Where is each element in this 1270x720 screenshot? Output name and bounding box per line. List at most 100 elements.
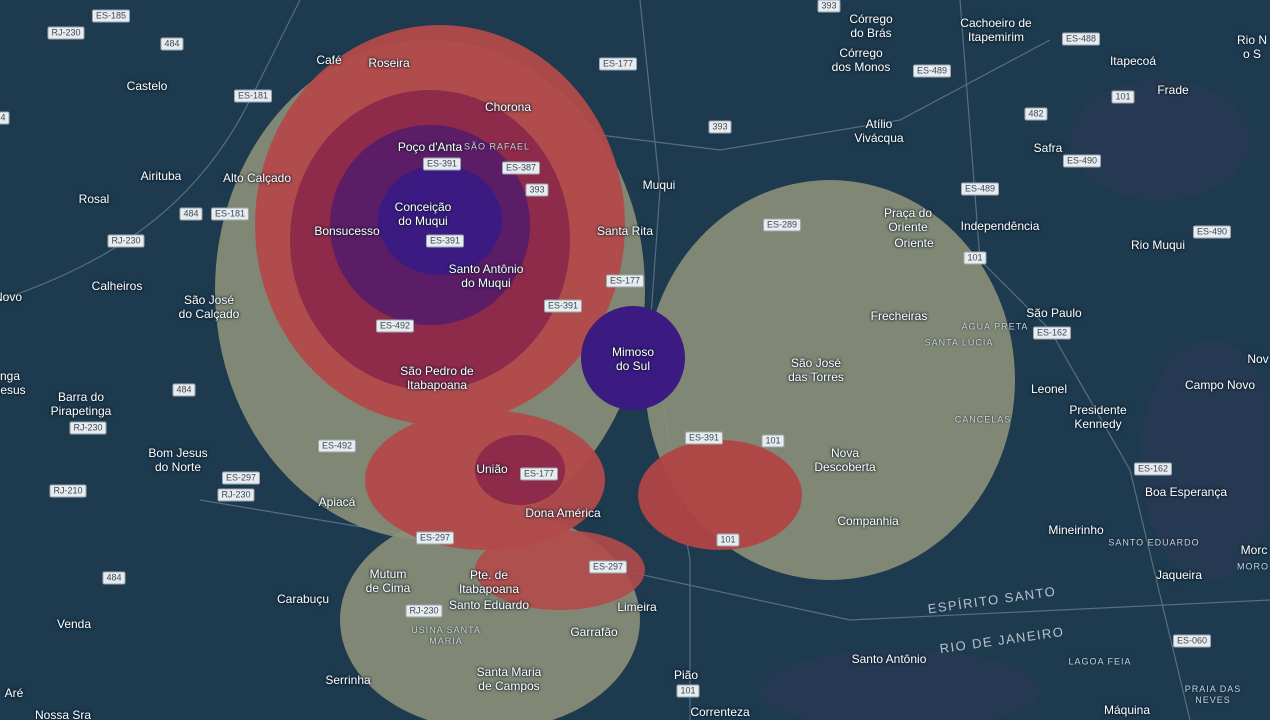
place-label: Presidente Kennedy: [1069, 403, 1127, 431]
road-shield: 482: [1024, 107, 1048, 121]
terrain: [760, 80, 1270, 720]
place-label: Frade: [1157, 83, 1189, 97]
place-label: Rio Muqui: [1130, 238, 1186, 252]
place-label: Santo Antônio do Muqui: [448, 262, 524, 290]
place-label: Novo: [0, 290, 23, 304]
road-shield: 101: [676, 684, 700, 698]
road-shield: ES-489: [912, 64, 952, 78]
road-shield: ES-060: [1172, 634, 1212, 648]
place-label: Jaqueira: [1155, 568, 1203, 582]
place-label: Nova Descoberta: [814, 446, 876, 474]
road-shield: ES-490: [1192, 225, 1232, 239]
road-shield: RJ-230: [405, 604, 443, 618]
place-label: Nov: [1247, 352, 1269, 366]
road-shield: 101: [716, 533, 740, 547]
place-label: Serrinha: [325, 673, 371, 687]
road-shield: 484: [172, 383, 196, 397]
place-label: Córrego dos Monos: [831, 46, 891, 74]
road-shield: ES-297: [221, 471, 261, 485]
road-shield: ES-297: [588, 560, 628, 574]
place-label: São José do Calçado: [178, 293, 240, 321]
road-shield: ES-181: [233, 89, 273, 103]
road-shield: 484: [179, 207, 203, 221]
place-label: Bonsucesso: [314, 224, 380, 238]
road-shield: ES-391: [425, 234, 465, 248]
region-label: SANTO EDUARDO: [1108, 537, 1200, 548]
road-shield: 101: [1111, 90, 1135, 104]
road-shield: ES-391: [543, 299, 583, 313]
road-shield: ES-391: [684, 431, 724, 445]
road-shield: RJ-230: [47, 26, 85, 40]
road-shield: ES-488: [1061, 32, 1101, 46]
road-shield: ES-162: [1133, 462, 1173, 476]
road-shield: RJ-210: [49, 484, 87, 498]
place-label: Aré: [4, 686, 24, 700]
place-label: União: [476, 462, 508, 476]
place-label: Frecheiras: [870, 309, 928, 323]
region-label: SÃO RAFAEL: [463, 141, 531, 152]
place-label: Apiacá: [318, 495, 356, 509]
place-label: Mutum de Cima: [365, 567, 411, 595]
road-shield: RJ-230: [107, 234, 145, 248]
place-label: Morc: [1240, 543, 1268, 557]
place-label: Limeira: [617, 600, 657, 614]
place-label: Bom Jesus do Norte: [148, 446, 208, 474]
road-shield: ES-289: [762, 218, 802, 232]
road-shield: RJ-230: [69, 421, 107, 435]
road-shield: 393: [708, 120, 732, 134]
place-label: Companhia: [837, 514, 899, 528]
region-label: ÁGUA PRETA: [961, 321, 1029, 332]
place-label: Roseira: [368, 56, 410, 70]
place-label: Conceição do Muqui: [394, 200, 452, 228]
place-label: Airituba: [140, 169, 182, 183]
place-label: Nossa Sra: [34, 708, 92, 720]
road-shield: 393: [525, 183, 549, 197]
place-label: São Paulo: [1026, 306, 1082, 320]
place-label: Santa Maria de Campos: [476, 665, 542, 693]
road-shield: 101: [761, 434, 785, 448]
place-label: Boa Esperança: [1144, 485, 1228, 499]
road-shield: ES-492: [375, 319, 415, 333]
road-shield: ES-162: [1032, 326, 1072, 340]
region-label: CANCELAS: [954, 414, 1012, 425]
road-shield: 484: [160, 37, 184, 51]
place-label: Barra do Pirapetinga: [50, 390, 112, 418]
place-label: Santa Rita: [596, 224, 654, 238]
road-shield: ES-297: [415, 531, 455, 545]
place-label: Rosal: [78, 192, 110, 206]
place-label: Córrego do Brás: [849, 12, 893, 40]
place-label: Dona América: [525, 506, 601, 520]
place-label: Café: [316, 53, 342, 67]
place-label: Santo Eduardo: [448, 598, 530, 612]
place-label: Chorona: [484, 100, 532, 114]
region-label: PRAIA DAS NEVES: [1184, 684, 1242, 705]
road-shield: 4: [0, 111, 10, 125]
place-label: Campo Novo: [1184, 378, 1256, 392]
place-label: Rio N o S: [1236, 33, 1268, 61]
region-label: LAGOA FEIA: [1068, 656, 1132, 667]
region-label: MORO: [1237, 561, 1269, 572]
place-label: Atílio Vivácqua: [854, 117, 904, 145]
place-label: Mimoso do Sul: [611, 345, 655, 373]
place-label: Cachoeiro de Itapemirim: [960, 16, 1032, 44]
place-label: São Pedro de Itabapoana: [400, 364, 474, 392]
road-shield: ES-387: [501, 161, 541, 175]
place-label: Independência: [960, 219, 1040, 233]
place-label: Venda: [56, 617, 92, 631]
place-label: Mineirinho: [1048, 523, 1104, 537]
road-shield: ES-177: [598, 57, 638, 71]
place-label: Calheiros: [91, 279, 143, 293]
road-shield: ES-185: [91, 9, 131, 23]
road-shield: 393: [817, 0, 841, 13]
place-label: Leonel: [1030, 382, 1068, 396]
place-label: Garrafão: [570, 625, 618, 639]
road-shield: ES-177: [605, 274, 645, 288]
region-label: SANTA LÚCIA: [924, 337, 994, 348]
place-label: São José das Torres: [788, 356, 844, 384]
place-label: Alto Calçado: [222, 171, 292, 185]
place-label: nga Jesus: [0, 369, 26, 397]
road-shield: ES-391: [422, 157, 462, 171]
road-shield: ES-490: [1062, 154, 1102, 168]
road-shield: ES-492: [317, 439, 357, 453]
